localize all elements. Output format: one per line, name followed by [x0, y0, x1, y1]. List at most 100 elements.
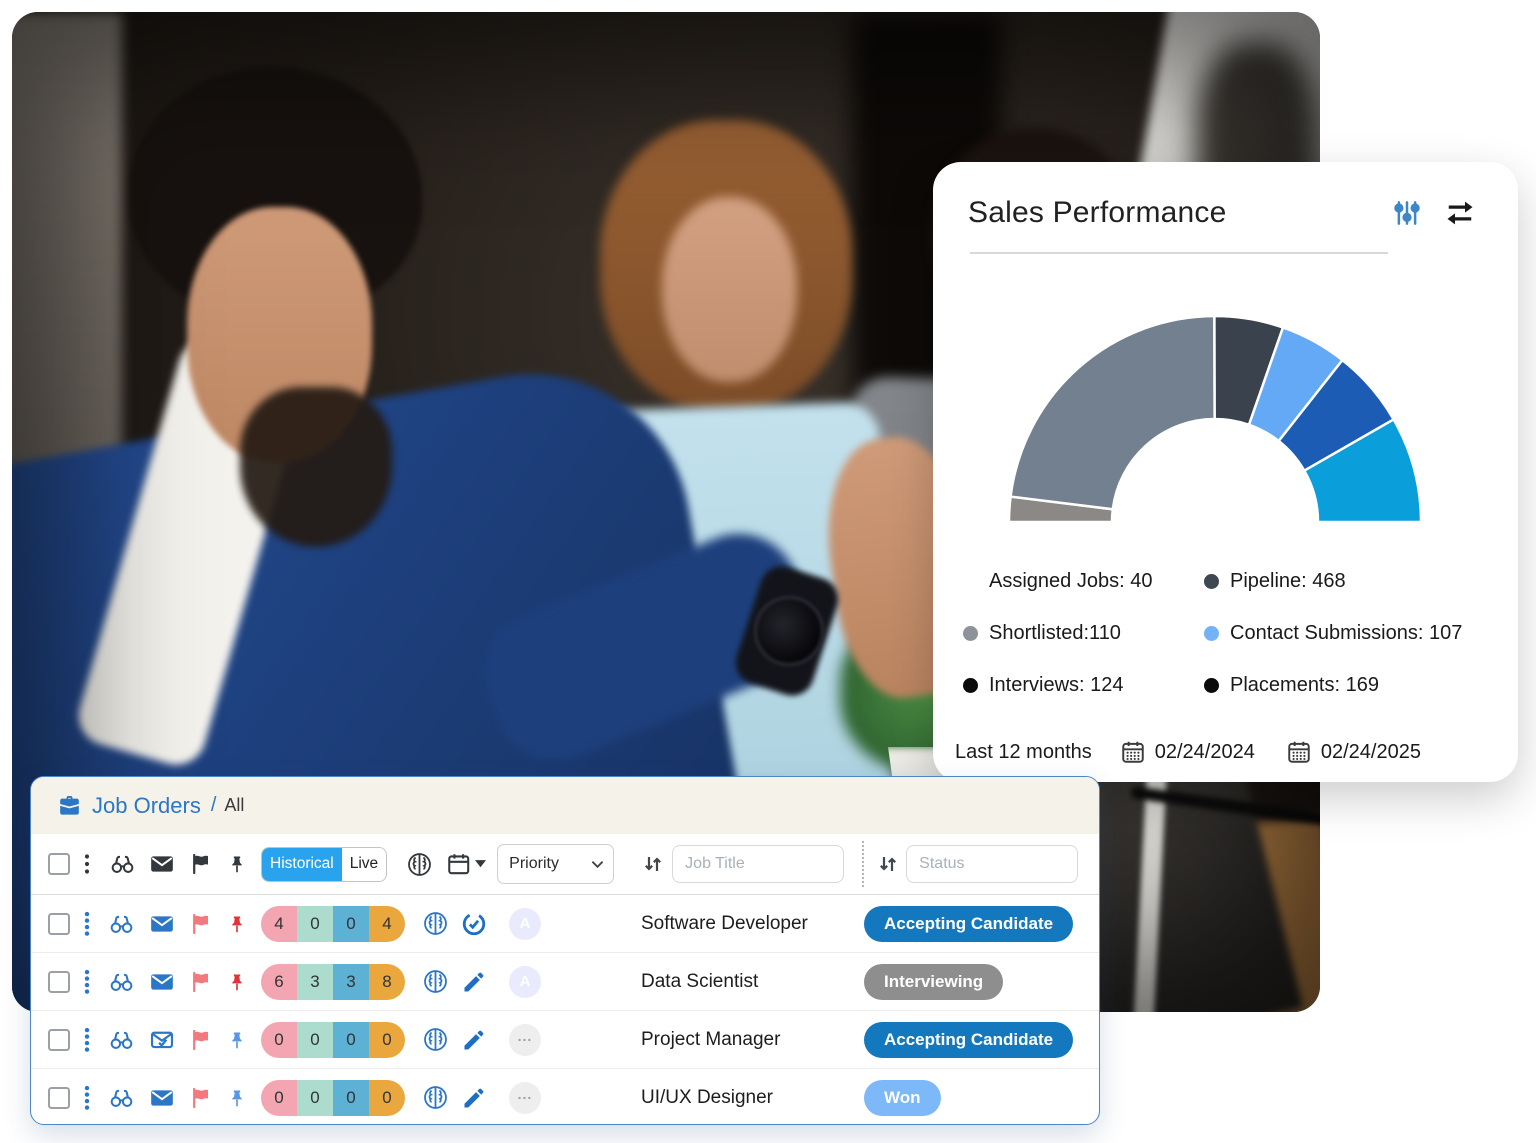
avatar[interactable]: A: [509, 965, 541, 998]
toolbar-divider: [862, 841, 865, 887]
avatar[interactable]: ...: [509, 1023, 541, 1056]
historical-live-toggle: Historical Live: [261, 846, 388, 882]
counts-pill: 0 0 0 0: [261, 1079, 405, 1116]
envelope-icon[interactable]: [149, 1085, 175, 1111]
end-date-value: 02/24/2025: [1320, 740, 1421, 763]
count-cell: 8: [369, 963, 405, 1000]
kebab-menu-icon[interactable]: [82, 968, 92, 995]
binoculars-icon[interactable]: [108, 1027, 135, 1053]
date-range-label: Last 12 months: [955, 740, 1092, 763]
brain-icon[interactable]: [406, 851, 433, 878]
legend-dot: [1204, 573, 1219, 589]
legend-text: Placements: 169: [1230, 673, 1379, 696]
kebab-menu-icon[interactable]: [82, 1026, 92, 1053]
pin-icon[interactable]: [227, 969, 247, 995]
row-checkbox[interactable]: [48, 1028, 70, 1051]
brain-icon[interactable]: [422, 968, 449, 995]
flag-icon[interactable]: [190, 969, 214, 995]
start-date[interactable]: 02/24/2024: [1120, 739, 1255, 765]
count-cell: 0: [333, 905, 369, 942]
table-row: 0 0 0 0 ... Project Manager Accepting Ca…: [31, 1010, 1099, 1068]
binoculars-icon[interactable]: [108, 911, 135, 937]
count-cell: 0: [297, 905, 333, 942]
binoculars-icon[interactable]: [109, 851, 136, 877]
flag-icon[interactable]: [190, 851, 214, 877]
job-title: Software Developer: [641, 912, 808, 934]
flag-icon[interactable]: [190, 1085, 214, 1111]
photo-man-beard: [240, 387, 392, 547]
binoculars-icon[interactable]: [108, 969, 135, 995]
select-all-checkbox[interactable]: [48, 853, 70, 875]
edit-icon[interactable]: [461, 1027, 487, 1053]
calendar-icon: [448, 854, 470, 875]
job-title: Project Manager: [641, 1028, 781, 1050]
photo-watch-face: [754, 596, 824, 666]
gauge-segment: [1009, 314, 1216, 511]
kebab-menu-icon[interactable]: [82, 1084, 92, 1111]
start-date-value: 02/24/2024: [1154, 740, 1255, 763]
pin-icon[interactable]: [227, 851, 247, 877]
row-checkbox[interactable]: [48, 1086, 70, 1109]
legend-text: Assigned Jobs: 40: [989, 569, 1153, 592]
envelope-icon[interactable]: [149, 969, 175, 995]
status-badge[interactable]: Accepting Candidate: [864, 1021, 1074, 1058]
job-orders-card: Job Orders / All: [30, 776, 1100, 1125]
pin-icon[interactable]: [227, 1027, 247, 1053]
envelope-icon[interactable]: [149, 851, 175, 877]
status-input[interactable]: [906, 845, 1079, 883]
brain-icon[interactable]: [422, 1026, 449, 1053]
count-cell: 3: [297, 963, 333, 1000]
chevron-down-icon: [475, 860, 487, 868]
kebab-menu-icon[interactable]: [82, 851, 92, 877]
breadcrumb[interactable]: Job Orders: [56, 793, 201, 819]
flag-icon[interactable]: [190, 1027, 214, 1053]
priority-select[interactable]: Priority: [497, 844, 615, 884]
count-cell: 0: [333, 1079, 369, 1116]
counts-pill: 4 0 0 4: [261, 905, 405, 942]
brain-icon[interactable]: [422, 1084, 449, 1111]
edit-icon[interactable]: [461, 1085, 487, 1111]
status-badge[interactable]: Accepting Candidate: [864, 905, 1074, 942]
toolbar: Historical Live: [31, 834, 1099, 895]
edit-icon[interactable]: [461, 969, 487, 995]
count-cell: 0: [297, 1021, 333, 1058]
table-row: 6 3 3 8 A Data Scientist Interviewing: [31, 952, 1099, 1010]
divider: [970, 252, 1388, 254]
kebab-menu-icon[interactable]: [82, 910, 92, 937]
calendar-icon: [1122, 741, 1144, 763]
count-cell: 6: [261, 963, 297, 1000]
envelope-icon[interactable]: [149, 911, 175, 937]
filter-sliders-icon[interactable]: [1392, 198, 1422, 228]
status-badge[interactable]: Interviewing: [864, 963, 1004, 1000]
pin-icon[interactable]: [227, 1085, 247, 1111]
sales-gauge-chart: [1007, 314, 1423, 524]
calendar-filter[interactable]: [446, 851, 487, 877]
sort-icon[interactable]: [641, 851, 665, 877]
avatar[interactable]: ...: [509, 1081, 541, 1114]
avatar[interactable]: A: [509, 907, 541, 940]
legend-item: Interviews: 124: [963, 666, 1204, 704]
row-checkbox[interactable]: [48, 912, 70, 935]
count-cell: 0: [261, 1021, 297, 1058]
briefcase-icon: [60, 795, 79, 815]
sync-check-icon[interactable]: [461, 911, 487, 937]
toggle-historical[interactable]: Historical: [262, 847, 342, 881]
swap-arrows-icon[interactable]: [1444, 198, 1476, 228]
brain-icon[interactable]: [422, 910, 449, 937]
legend-text: Pipeline: 468: [1230, 569, 1346, 592]
job-title-input[interactable]: [672, 845, 845, 883]
envelope-check-icon[interactable]: [149, 1027, 175, 1053]
toggle-live[interactable]: Live: [341, 847, 387, 881]
row-checkbox[interactable]: [48, 970, 70, 993]
sort-icon[interactable]: [876, 851, 900, 877]
priority-select-value: Priority: [509, 855, 559, 872]
binoculars-icon[interactable]: [108, 1085, 135, 1111]
pin-icon[interactable]: [227, 911, 247, 937]
flag-icon[interactable]: [190, 911, 214, 937]
end-date[interactable]: 02/24/2025: [1286, 739, 1421, 765]
calendar-icon: [1288, 741, 1310, 763]
page-title: Job Orders: [92, 792, 201, 818]
status-badge[interactable]: Won: [864, 1079, 941, 1116]
gauge-segment: [1302, 417, 1423, 524]
